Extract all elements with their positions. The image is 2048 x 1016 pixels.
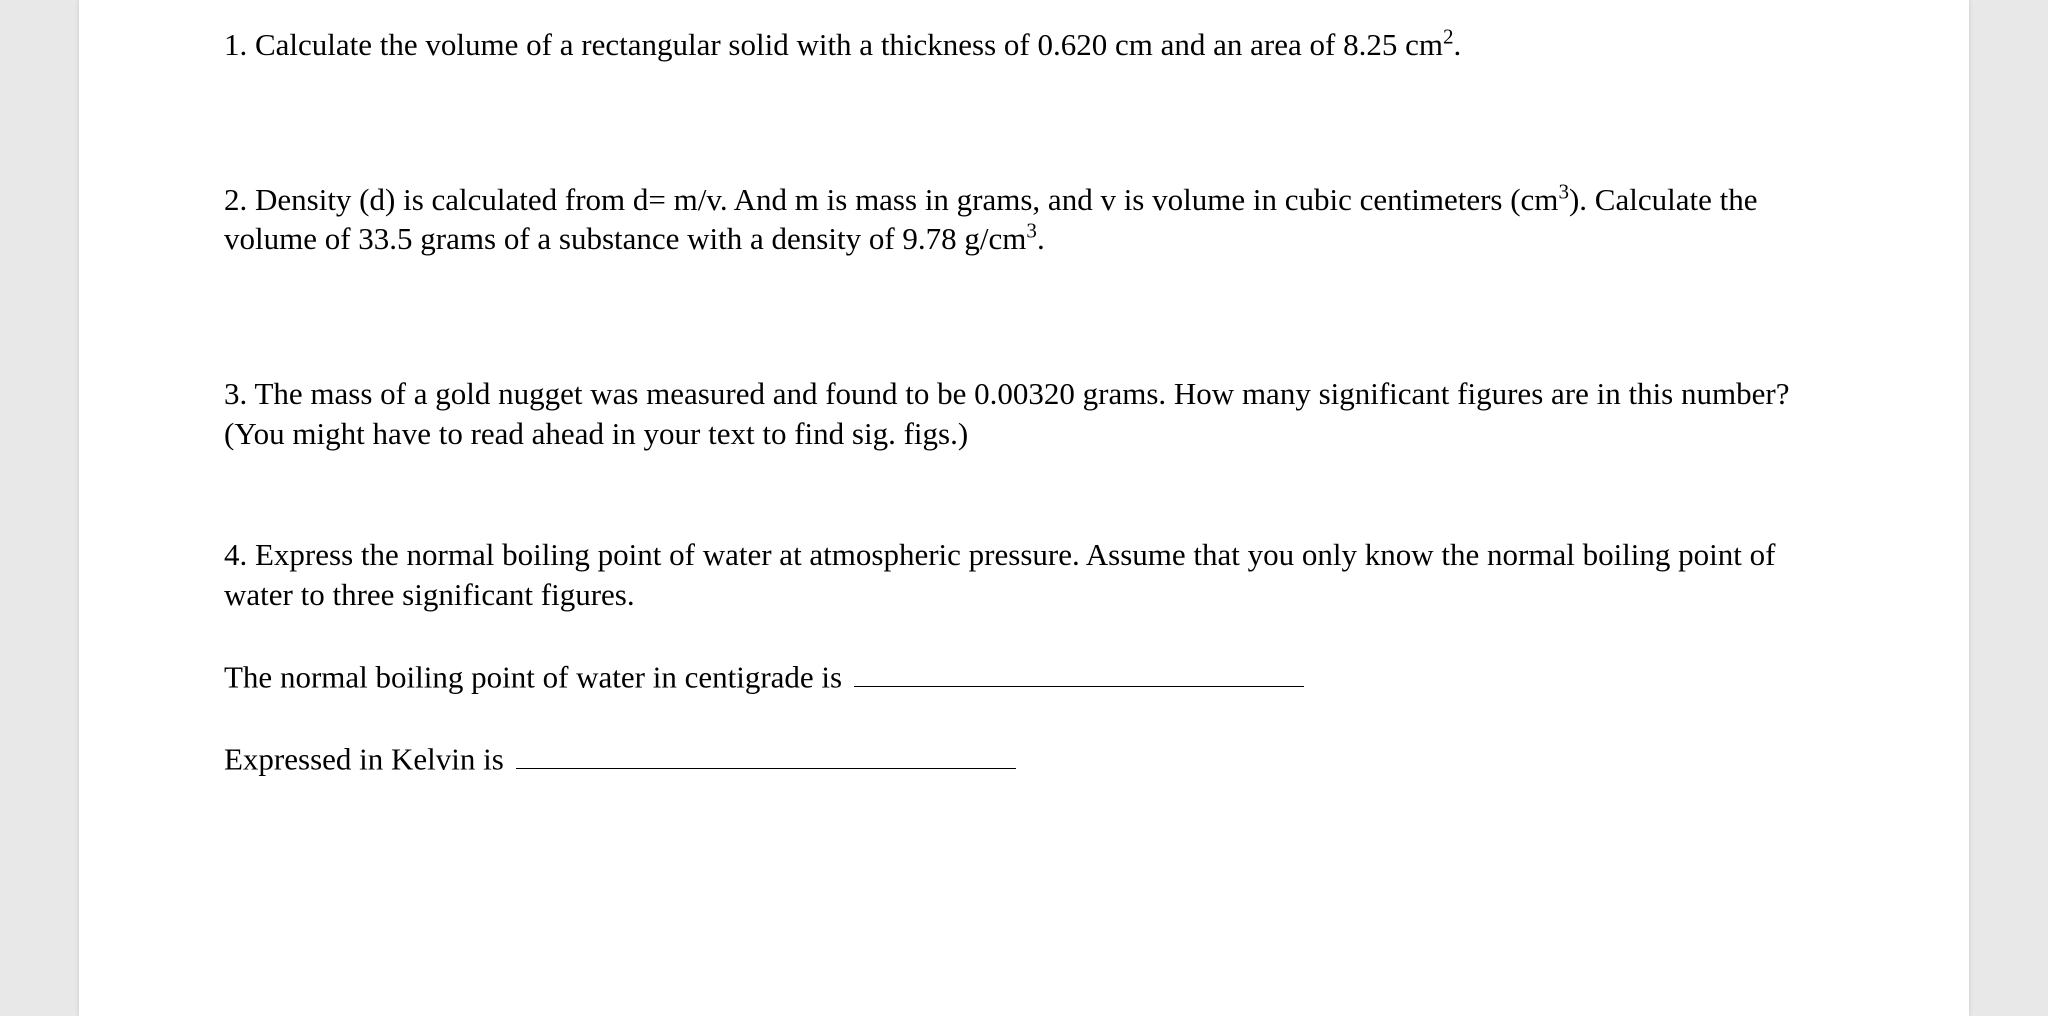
question-text: Calculate the volume of a rectangular so… xyxy=(255,27,1443,62)
question-4-kelvin-line: Expressed in Kelvin is xyxy=(224,737,1824,779)
superscript: 3 xyxy=(1558,179,1569,203)
question-2: 2. Density (d) is calculated from d= m/v… xyxy=(224,180,1824,259)
document-page: 1. Calculate the volume of a rectangular… xyxy=(79,0,1969,1016)
question-1: 1. Calculate the volume of a rectangular… xyxy=(224,25,1824,65)
question-text: Express the normal boiling point of wate… xyxy=(224,537,1775,612)
question-number: 1. xyxy=(224,27,247,62)
answer-blank-kelvin[interactable] xyxy=(516,737,1016,770)
question-3: 3. The mass of a gold nugget was measure… xyxy=(224,374,1824,453)
question-number: 3. xyxy=(224,376,247,411)
question-4-centigrade-line: The normal boiling point of water in cen… xyxy=(224,655,1824,697)
question-4-intro: 4. Express the normal boiling point of w… xyxy=(224,535,1824,614)
question-number: 4. xyxy=(224,537,247,572)
superscript: 2 xyxy=(1443,25,1454,49)
question-text: . xyxy=(1037,221,1045,256)
question-text: The mass of a gold nugget was measured a… xyxy=(224,376,1789,451)
question-4: 4. Express the normal boiling point of w… xyxy=(224,535,1824,779)
fill-in-label: The normal boiling point of water in cen… xyxy=(224,659,850,694)
answer-blank-centigrade[interactable] xyxy=(854,655,1304,688)
question-text: . xyxy=(1454,27,1462,62)
question-text: Density (d) is calculated from d= m/v. A… xyxy=(255,182,1558,217)
superscript: 3 xyxy=(1026,219,1037,243)
fill-in-label: Expressed in Kelvin is xyxy=(224,741,512,776)
question-number: 2. xyxy=(224,182,247,217)
